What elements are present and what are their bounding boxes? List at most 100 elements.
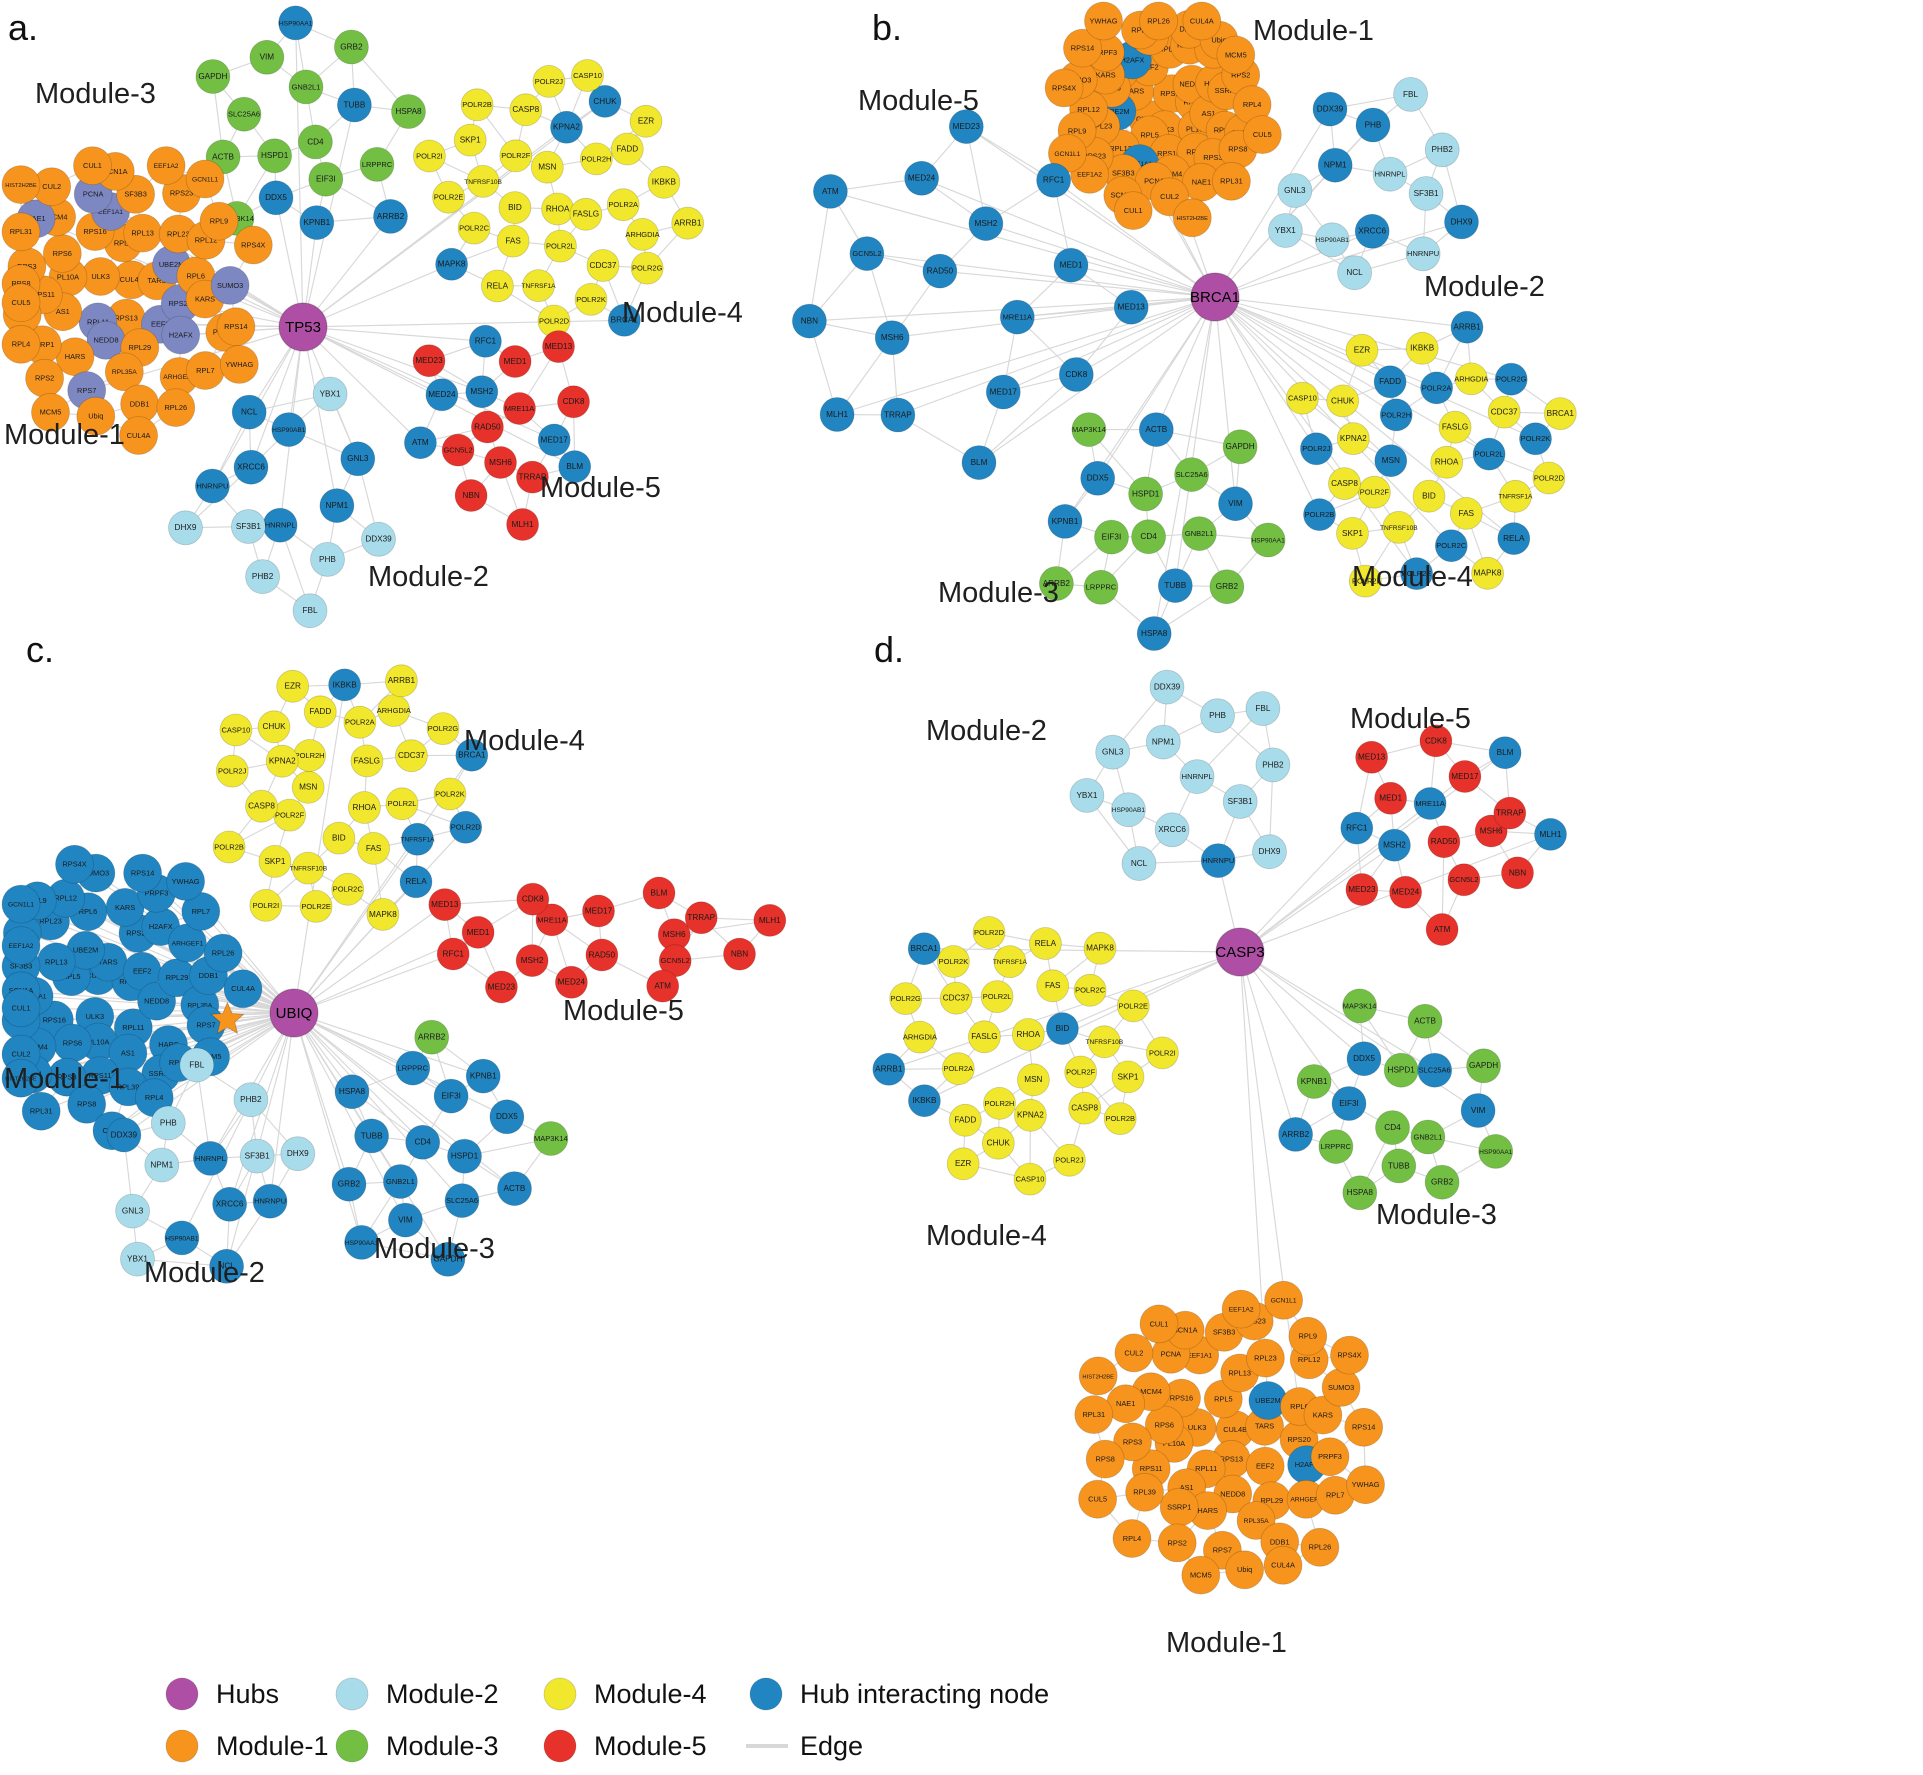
node-label: POLR2B <box>1105 1114 1135 1123</box>
node-rpl23 <box>1246 1338 1285 1378</box>
node-grb2 <box>333 29 369 65</box>
node-label: CDC37 <box>943 994 970 1003</box>
node-phb2 <box>245 559 281 594</box>
node-label: RPS13 <box>1160 89 1183 98</box>
node-label: RPL26 <box>164 403 187 412</box>
node-npm1 <box>144 1147 180 1183</box>
node-cdk8 <box>1419 724 1453 758</box>
node-label: HARS <box>1197 1506 1218 1515</box>
panel-letter-a: a. <box>8 7 38 48</box>
label-module-4: Module-4 <box>926 1220 1047 1252</box>
node-label: RPL35A <box>1244 1518 1269 1525</box>
node-label: YWHAG <box>1352 1480 1380 1489</box>
node-kpnb1 <box>1047 504 1083 539</box>
node-label: UBE2M <box>73 946 98 955</box>
node-label: Ubiq <box>1211 35 1226 44</box>
node-label: MAPK8 <box>1086 944 1114 953</box>
node-cul1 <box>73 146 112 186</box>
label-module-3: Module-3 <box>938 577 1059 609</box>
node-label: RPL7 <box>192 907 211 916</box>
node-label: TNFRSF1A <box>993 959 1028 966</box>
panel-b: CUL4BRPS13ULK3TARSRPL11RPL5EEF2PL10AUBE2… <box>792 1 1577 651</box>
node-label: RPS20 <box>126 929 149 938</box>
node-polr2e <box>1400 557 1433 590</box>
node-label: RHOA <box>546 204 570 213</box>
node-label: CDC37 <box>398 751 425 760</box>
edge <box>302 319 625 328</box>
node-ubiq <box>76 396 116 436</box>
node-polr2i <box>249 889 283 922</box>
node-polr2d <box>972 916 1006 949</box>
node-label: Ubiq <box>1237 1565 1252 1574</box>
legend-swatch-module-4 <box>543 1677 577 1711</box>
node-label: RPS8 <box>11 279 30 288</box>
node-label: MSN <box>1024 1075 1042 1084</box>
node-label: RPL29 <box>129 343 152 352</box>
node-casp8 <box>1068 1091 1102 1125</box>
edge <box>250 326 304 468</box>
node-label: H2AFX <box>169 330 193 339</box>
node-label: POLR2B <box>214 842 244 851</box>
node-gnl3 <box>1095 734 1131 770</box>
node-mapk8 <box>1083 931 1117 965</box>
node-label: POLR2E <box>434 193 464 202</box>
node-label: MAP3K14 <box>1343 1001 1377 1010</box>
node-label: KARS <box>195 294 215 303</box>
node-label: NCL <box>241 407 258 416</box>
label-module-2: Module-2 <box>1424 271 1545 303</box>
node-label: HIST2H2BE <box>5 183 37 189</box>
node-lrpprc <box>1083 569 1119 605</box>
node-rps4x <box>233 225 273 265</box>
node-label: MSH6 <box>881 333 904 342</box>
node-polr2h <box>580 142 613 176</box>
node-label: BLM <box>566 462 583 471</box>
node-label: RPL6 <box>1290 1402 1309 1411</box>
node-med17 <box>582 894 615 928</box>
hub: BRCA1 <box>1190 272 1240 322</box>
node-label: XRCC6 <box>1158 825 1186 834</box>
label-module-3: Module-3 <box>374 1233 495 1265</box>
node-mcm5 <box>1181 1555 1221 1595</box>
node-polr2a <box>941 1052 975 1086</box>
node-label: CUL2 <box>1160 192 1179 201</box>
node-label: RPS7 <box>1213 1546 1232 1555</box>
node-casp8 <box>245 789 278 823</box>
node-hist2h2be <box>1078 1356 1118 1396</box>
node-msn <box>530 150 564 184</box>
node-label: VIM <box>1471 1106 1486 1115</box>
node-label: SKP1 <box>1118 1072 1139 1081</box>
node-rpl31 <box>1074 1395 1114 1434</box>
node-label: ACTB <box>1414 1017 1436 1026</box>
node-label: FBL <box>189 1060 204 1069</box>
node-label: BRCA1 <box>611 316 639 325</box>
node-label: UBE2M <box>1104 107 1129 116</box>
node-gcn5l2 <box>849 236 885 272</box>
node-polr2c <box>1434 529 1468 563</box>
node-gnl3 <box>115 1193 151 1229</box>
node-label: HSP90AB1 <box>1316 237 1350 244</box>
node-label: LRPPRC <box>1321 1142 1352 1151</box>
node-label: RPS14 <box>131 869 154 878</box>
node-label: FBL <box>1403 90 1418 99</box>
node-label: MCM4 <box>46 212 68 221</box>
node-polr2b <box>1103 1102 1137 1135</box>
node-label: DHX9 <box>287 1149 309 1158</box>
legend-swatch-hub-interacting-node <box>749 1677 783 1711</box>
node-label: RPL23 <box>167 229 190 238</box>
edge <box>888 951 1241 1070</box>
node-cul4a <box>119 416 159 455</box>
node-label: MED1 <box>1379 794 1402 803</box>
node-label: CASP10 <box>1288 394 1317 403</box>
node-label: MED24 <box>558 978 586 987</box>
node-label: BID <box>1056 1024 1070 1033</box>
node-hist2h2be <box>1 165 41 205</box>
node-label: CUL1 <box>12 1003 31 1012</box>
node-skp1 <box>1336 517 1369 550</box>
node-slc25a6 <box>1174 457 1209 493</box>
node-hsp90aa1 <box>344 1225 380 1260</box>
node-gnl3 <box>1277 173 1313 208</box>
node-label: CUL1 <box>1124 206 1143 215</box>
node-label: GCN1L1 <box>192 176 218 183</box>
hub: CASP3 <box>1215 927 1265 977</box>
node-hnrnpl <box>192 1141 228 1176</box>
